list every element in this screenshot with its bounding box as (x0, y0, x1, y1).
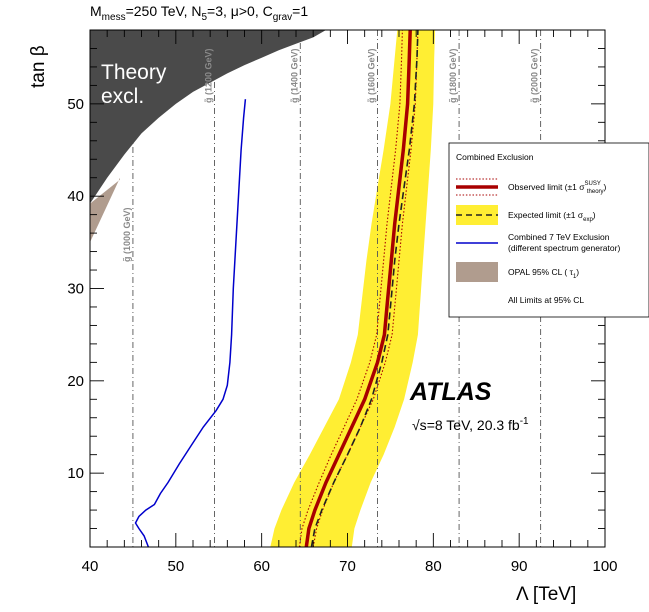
energy-label: √s=8 TeV, 20.3 fb-1 (412, 416, 529, 433)
legend-combined7-label-2: (different spectrum generator) (508, 243, 620, 253)
y-tick-label: 20 (67, 373, 84, 390)
theory-excluded-region (90, 30, 326, 204)
legend-combined7-label-1: Combined 7 TeV Exclusion (508, 232, 610, 242)
gluino-mass-label-0: g̃ (1000 GeV) (122, 207, 132, 262)
x-tick-label: 50 (167, 558, 184, 575)
y-tick-label: 10 (67, 465, 84, 482)
gluino-mass-label-5: g̃ (2000 GeV) (530, 48, 540, 103)
legend-observed-label: Observed limit (±1 σSUSY theory) (508, 181, 607, 195)
expected-band (270, 30, 436, 547)
legend-box (448, 142, 649, 318)
legend-title: Combined Exclusion (456, 152, 534, 162)
combined7-exclusion-line (134, 99, 247, 547)
gluino-mass-label-4: g̃ (1800 GeV) (448, 48, 458, 103)
x-tick-label: 100 (592, 558, 617, 575)
observed-limit-line (304, 30, 412, 547)
expected-limit-line (310, 30, 419, 547)
y-tick-label: 30 (67, 281, 84, 298)
chart-title: Mmess=250 TeV, N5=3, μ>0, Cgrav=1 (90, 3, 308, 23)
gluino-mass-label-1: g̃ (1200 GeV) (203, 48, 213, 103)
axes-frame (89, 29, 606, 548)
legend-opal-box (456, 262, 498, 282)
y-tick-label: 50 (67, 96, 84, 113)
gluino-mass-label-2: g̃ (1400 GeV) (289, 48, 299, 103)
x-tick-label: 90 (511, 558, 528, 575)
legend-expected-label: Expected limit (±1 σexp) (508, 210, 596, 223)
x-tick-label: 60 (253, 558, 270, 575)
x-axis-title: Λ [TeV] (516, 584, 576, 605)
observed-theory-down (298, 30, 403, 547)
y-tick-label: 40 (67, 188, 84, 205)
opal-region (90, 177, 120, 243)
x-tick-label: 80 (425, 558, 442, 575)
x-tick-label: 70 (339, 558, 356, 575)
axis-labels: g̃ (1000 GeV) g̃ (1200 GeV) g̃ (1400 GeV) g… (67, 48, 617, 575)
x-tick-label: 40 (82, 558, 99, 575)
legend: Combined Exclusion Observed limit (±1 σS… (448, 142, 649, 318)
theory-excl-label-line2: excl. (101, 85, 144, 108)
legend-footer: All Limits at 95% CL (508, 295, 584, 305)
legend-opal-label: OPAL 95% CL ( τ1) (508, 267, 579, 280)
atlas-label: ATLAS (409, 378, 492, 406)
observed-theory-up (312, 30, 419, 547)
plot-area (90, 30, 542, 547)
theory-excl-label-line1: Theory (101, 61, 167, 84)
y-axis-title: tan β (28, 45, 49, 88)
gluino-mass-label-3: g̃ (1600 GeV) (367, 48, 377, 103)
